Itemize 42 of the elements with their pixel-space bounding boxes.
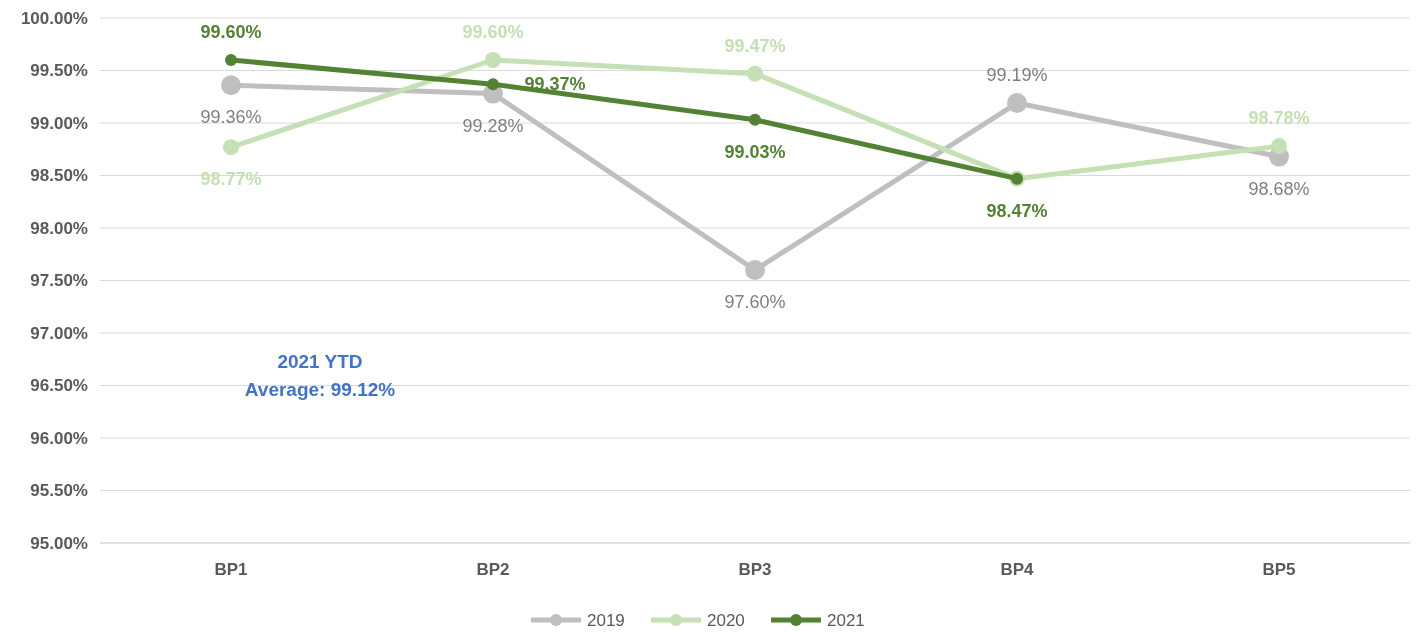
- point: [487, 78, 499, 91]
- x-tick-label: BP3: [738, 560, 772, 579]
- legend-label: 2021: [827, 610, 865, 630]
- y-tick-label: 96.00%: [30, 428, 88, 448]
- x-tick-label: BP4: [1000, 560, 1035, 579]
- y-tick-label: 98.50%: [30, 166, 88, 186]
- y-tick-label: 98.00%: [30, 218, 88, 238]
- point: [1271, 138, 1287, 155]
- data-label: 99.60%: [200, 22, 262, 42]
- data-label: 97.60%: [724, 292, 786, 312]
- data-label: 99.19%: [986, 65, 1048, 86]
- x-tick-label: BP1: [214, 560, 248, 579]
- point: [485, 52, 501, 68]
- point: [221, 75, 241, 96]
- data-label: 99.60%: [462, 22, 524, 42]
- y-tick-label: 100.00%: [20, 8, 88, 28]
- point: [745, 260, 765, 280]
- y-tick-label: 95.50%: [30, 481, 88, 501]
- point: [749, 113, 761, 126]
- point: [225, 54, 237, 66]
- y-tick-label: 99.00%: [30, 113, 88, 133]
- legend-label: 2020: [707, 610, 745, 630]
- data-label: 99.28%: [462, 115, 524, 136]
- y-tick-label: 96.50%: [30, 376, 88, 396]
- data-label: 98.78%: [1248, 108, 1310, 129]
- y-tick-label: 95.00%: [30, 533, 88, 553]
- data-label: 99.47%: [724, 35, 786, 56]
- point: [747, 65, 763, 82]
- point: [1007, 93, 1027, 114]
- legend-label: 2019: [587, 610, 625, 630]
- x-tick-label: BP2: [476, 560, 510, 579]
- point: [223, 139, 239, 156]
- data-label: 99.36%: [200, 107, 262, 128]
- y-tick-label: 97.50%: [30, 271, 88, 291]
- data-label: 98.68%: [1248, 178, 1310, 199]
- annotation: 2021 YTD Average: 99.12%: [244, 351, 396, 400]
- y-tick-label: 99.50%: [30, 61, 88, 81]
- data-label: 98.47%: [986, 200, 1048, 221]
- x-tick-label: BP5: [1262, 560, 1296, 579]
- data-label: 98.77%: [200, 169, 262, 190]
- data-label: 99.03%: [724, 141, 786, 162]
- y-tick-label: 97.00%: [30, 323, 88, 343]
